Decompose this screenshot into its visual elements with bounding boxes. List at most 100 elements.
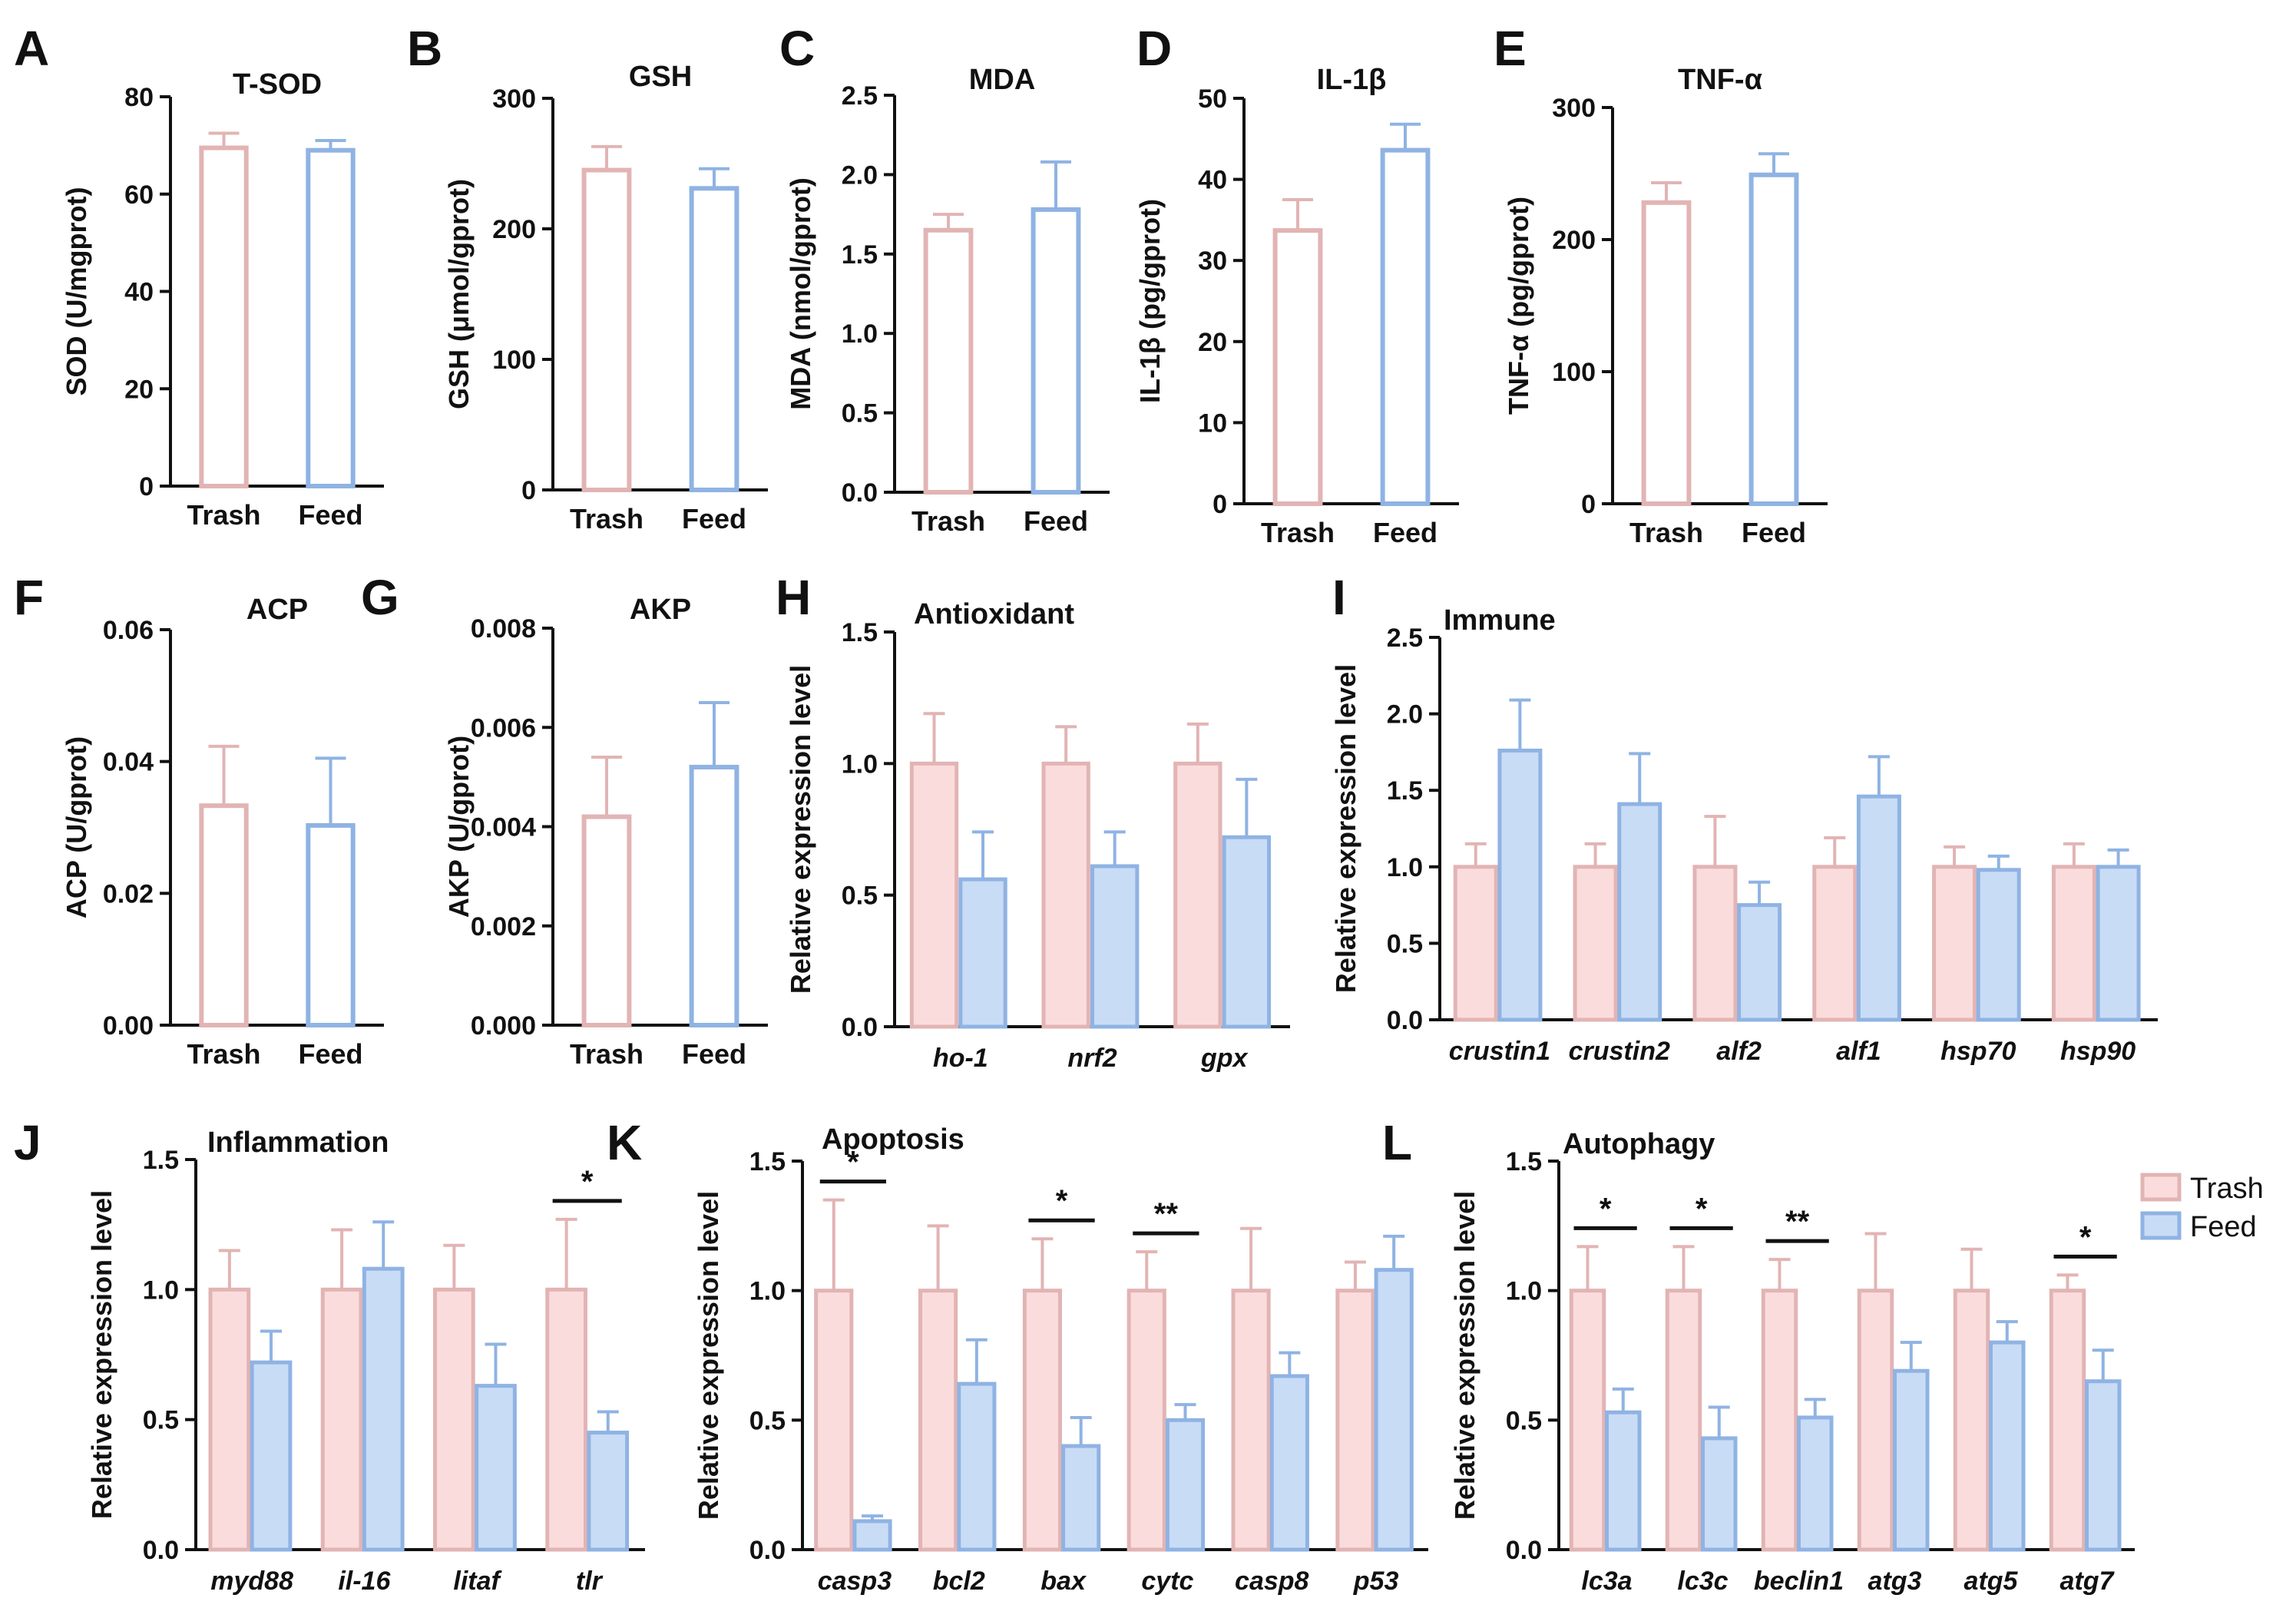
bar-k-casp8-feed [1269,1374,1309,1552]
x-tick-label-k-0: casp3 [818,1567,892,1596]
y-tick-label-a-3: 60 [124,180,154,210]
bar-k-casp3-feed [852,1519,892,1552]
bar-k-bcl2-trash [918,1289,958,1552]
x-tick-label-c-1: Feed [1024,505,1088,537]
bar-i-alf2-feed [1737,903,1782,1022]
y-tick-label-d-4: 40 [1198,166,1227,195]
x-tick-label-c-0: Trash [911,505,985,537]
bar-c-feed [1031,207,1081,495]
bar-g-feed [689,764,739,1027]
legend-swatch-feed [2140,1211,2182,1240]
bar-i-crustin2-trash [1573,865,1618,1022]
significance-label-l-lc3a: * [1600,1192,1612,1226]
x-tick-label-b-0: Trash [570,503,643,534]
y-tick-label-i-1: 0.5 [1387,929,1423,958]
panel-e: E TNF-α TNF-α (pg/gprot) 0 100 200 300 Trash Fee… [1494,21,1828,548]
y-tick-label-h-0: 0.0 [842,1013,878,1042]
panel-title-g: AKP [630,594,691,626]
y-axis-label-c: MDA (nmol/gprot) [785,177,816,410]
bar-i-hsp70-trash [1932,865,1977,1022]
x-tick-label-h-1: nrf2 [1067,1044,1117,1073]
y-tick-label-b-1: 100 [492,346,536,375]
x-tick-label-k-2: bax [1040,1567,1087,1596]
y-tick-label-h-1: 0.5 [842,882,878,911]
panel-letter-e: E [1494,21,1527,76]
y-tick-label-d-1: 10 [1198,409,1227,438]
y-tick-label-g-3: 0.006 [471,713,536,743]
x-tick-label-k-3: cytc [1141,1567,1193,1596]
y-tick-label-j-3: 1.5 [143,1146,179,1175]
bar-k-casp8-trash [1231,1289,1271,1552]
y-tick-label-c-5: 2.5 [842,81,878,111]
y-tick-label-b-3: 300 [492,84,536,114]
y-axis-label-b: GSH (μmol/gprot) [443,179,475,409]
bar-l-lc3c-feed [1701,1436,1738,1552]
bar-l-lc3a-trash [1569,1289,1606,1552]
y-tick-label-k-0: 0.0 [749,1536,786,1565]
panel-title-a: T-SOD [233,68,322,101]
x-tick-label-i-2: alf2 [1716,1037,1762,1066]
bar-e-trash [1641,200,1692,506]
x-tick-label-j-3: tlr [576,1567,604,1596]
bar-h-gpx-trash [1173,761,1222,1029]
bar-i-hsp90-feed [2096,865,2141,1022]
x-tick-label-g-0: Trash [570,1038,643,1070]
y-axis-label-i: Relative expression level [1330,664,1361,993]
y-axis-label-g: AKP (U/gprot) [443,736,475,918]
bar-d-trash [1272,228,1323,506]
bar-i-hsp70-feed [1976,868,2021,1022]
bar-i-alf2-trash [1692,865,1738,1022]
bar-k-cytc-trash [1126,1289,1166,1552]
y-tick-label-k-3: 1.5 [749,1147,786,1176]
bar-l-beclin1-feed [1797,1415,1834,1552]
y-tick-label-c-3: 1.5 [842,240,878,270]
panel-a: A T-SOD SOD (U/mgprot) 0 20 40 60 80 Trash Feed [14,21,384,531]
y-tick-label-j-1: 0.5 [143,1406,179,1435]
x-tick-label-l-1: lc3c [1677,1567,1728,1596]
x-tick-label-h-0: ho-1 [933,1044,988,1073]
bar-j-myd88-trash [208,1287,251,1552]
panels: A T-SOD SOD (U/mgprot) 0 20 40 60 80 Trash Feed B G… [14,21,2158,1596]
panel-l: L Autophagy Relative expression level 0.0 0.… [1382,1115,2135,1596]
y-tick-label-l-1: 0.5 [1506,1406,1542,1435]
y-tick-label-g-4: 0.008 [471,614,536,644]
y-tick-label-d-5: 50 [1198,84,1227,114]
y-tick-label-a-0: 0 [139,472,154,501]
y-axis-label-f: ACP (U/gprot) [61,736,92,918]
panel-title-l: Autophagy [1563,1128,1715,1160]
bar-k-p53-trash [1335,1289,1375,1552]
bar-i-crustin1-feed [1497,748,1543,1022]
y-axis-label-j: Relative expression level [86,1190,117,1519]
y-tick-label-i-5: 2.5 [1387,624,1423,653]
y-tick-label-e-0: 0 [1581,490,1596,519]
y-tick-label-c-0: 0.0 [842,478,878,508]
x-tick-label-d-1: Feed [1373,517,1437,548]
panel-title-b: GSH [629,61,692,93]
x-tick-label-j-2: litaf [453,1567,502,1596]
y-tick-label-j-2: 1.0 [143,1275,179,1305]
bar-i-crustin2-feed [1617,802,1662,1022]
panel-letter-j: J [14,1115,41,1170]
bar-i-hsp90-trash [2051,865,2096,1022]
bar-l-lc3a-feed [1605,1410,1642,1552]
bar-k-p53-feed [1374,1268,1414,1552]
y-tick-label-f-0: 0.00 [103,1011,154,1041]
x-tick-label-j-1: il-16 [338,1567,391,1596]
panel-letter-g: G [361,570,399,625]
bar-a-feed [306,147,356,488]
bar-l-lc3c-trash [1665,1289,1702,1552]
x-tick-label-h-2: gpx [1200,1044,1249,1073]
panel-title-c: MDA [969,64,1036,96]
y-axis-label-k: Relative expression level [693,1191,724,1520]
bar-j-litaf-feed [475,1384,517,1552]
y-axis-label-h: Relative expression level [785,665,816,994]
panel-title-d: IL-1β [1317,64,1387,96]
bar-k-bax-trash [1022,1289,1063,1552]
x-tick-label-k-5: p53 [1353,1567,1399,1596]
panel-letter-k: K [607,1115,642,1170]
panel-title-e: TNF-α [1678,64,1762,96]
panel-letter-i: I [1332,570,1346,625]
y-tick-label-l-2: 1.0 [1506,1277,1542,1306]
bar-i-crustin1-trash [1453,865,1498,1022]
significance-label-k-bax: * [1056,1184,1068,1218]
